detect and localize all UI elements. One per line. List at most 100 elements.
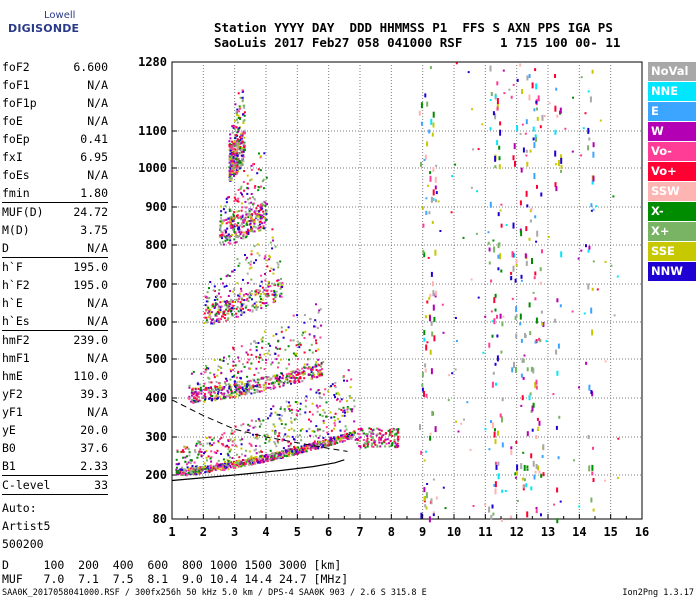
echo-point <box>255 456 258 459</box>
echo-point <box>230 235 233 237</box>
echo-point <box>226 389 229 392</box>
echo-point <box>488 448 491 451</box>
echo-point <box>231 131 234 134</box>
echo-point <box>257 189 260 192</box>
echo-point <box>293 371 296 374</box>
echo-point <box>251 310 254 313</box>
echo-point <box>366 445 369 448</box>
echo-point <box>257 342 260 344</box>
echo-point <box>588 137 591 141</box>
echo-point <box>285 400 288 403</box>
echo-point <box>296 358 299 361</box>
echo-point <box>227 448 230 451</box>
muf-table: D 100 200 400 600 800 1000 1500 3000 [km… <box>2 558 348 586</box>
echo-point <box>555 186 558 192</box>
echo-point <box>241 140 244 143</box>
echo-point <box>230 298 233 301</box>
echo-point <box>498 145 501 150</box>
echo-point <box>254 391 256 394</box>
echo-point <box>542 472 545 477</box>
echo-point <box>318 405 321 407</box>
y-tick-label: 80 <box>153 512 167 526</box>
echo-point <box>215 462 218 465</box>
station-header: Station YYYY DAY DDD HHMMSS P1 FFS S AXN… <box>214 20 620 50</box>
echo-point <box>210 381 213 384</box>
echo-point <box>192 396 195 399</box>
echo-point <box>246 228 249 231</box>
echo-point <box>498 164 501 170</box>
echo-point <box>233 174 235 177</box>
echo-point <box>338 407 341 410</box>
echo-point <box>231 270 234 273</box>
echo-point <box>380 429 383 432</box>
echo-point <box>286 449 289 452</box>
echo-point <box>532 126 535 132</box>
echo-point <box>273 284 276 287</box>
echo-point <box>229 216 231 219</box>
echo-point <box>207 455 210 458</box>
echo-point <box>231 220 234 223</box>
echo-point <box>243 149 246 152</box>
echo-point <box>385 442 388 445</box>
echo-point <box>289 373 292 375</box>
echo-point <box>255 306 258 309</box>
param-value: N/A <box>87 405 108 419</box>
echo-point <box>233 293 236 296</box>
echo-point <box>250 217 253 219</box>
echo-point <box>278 385 281 388</box>
echo-point <box>530 366 533 372</box>
echo-point <box>205 308 208 311</box>
param-label: yF2 <box>2 387 23 401</box>
echo-point <box>182 449 184 452</box>
echo-point <box>319 413 322 416</box>
echo-point <box>315 404 318 407</box>
echo-point <box>265 289 268 292</box>
echo-point <box>229 290 232 292</box>
param-row: h`F 195.0 <box>2 258 108 276</box>
echo-point <box>262 377 265 380</box>
echo-point <box>315 391 318 394</box>
echo-point <box>342 434 345 437</box>
param-row: foF2 6.600 <box>2 58 108 76</box>
echo-point <box>265 301 268 304</box>
echo-point <box>305 430 308 433</box>
echo-point <box>300 447 303 450</box>
echo-point <box>522 358 525 363</box>
param-label: h`F2 <box>2 278 30 292</box>
echo-point <box>212 305 215 307</box>
echo-point <box>431 281 434 287</box>
echo-point <box>302 446 304 449</box>
echo-point <box>267 280 270 283</box>
echo-point <box>298 369 301 372</box>
echo-point <box>496 355 499 362</box>
echo-point <box>247 198 249 201</box>
echo-point <box>496 314 498 319</box>
echo-point <box>277 457 280 459</box>
echo-point <box>317 447 320 450</box>
echo-point <box>315 361 318 364</box>
echo-point <box>272 423 275 426</box>
echo-point <box>225 304 228 307</box>
echo-point <box>250 278 253 281</box>
echo-point <box>256 378 259 381</box>
echo-point <box>571 150 574 153</box>
echo-point <box>220 243 223 246</box>
echo-point <box>219 438 222 440</box>
echo-point <box>221 386 224 389</box>
echo-point <box>264 255 267 258</box>
echo-point <box>299 342 302 345</box>
echo-point <box>616 275 619 278</box>
echo-point <box>272 298 275 301</box>
echo-point <box>578 386 580 389</box>
echo-point <box>191 388 194 391</box>
echo-point <box>379 437 382 440</box>
echo-point <box>244 258 247 261</box>
echo-point <box>420 450 423 455</box>
echo-point <box>425 450 427 453</box>
echo-point <box>351 433 354 436</box>
echo-point <box>278 432 281 435</box>
echo-point <box>240 297 243 300</box>
echo-point <box>516 125 519 132</box>
echo-point <box>248 463 250 466</box>
echo-point <box>239 301 242 304</box>
